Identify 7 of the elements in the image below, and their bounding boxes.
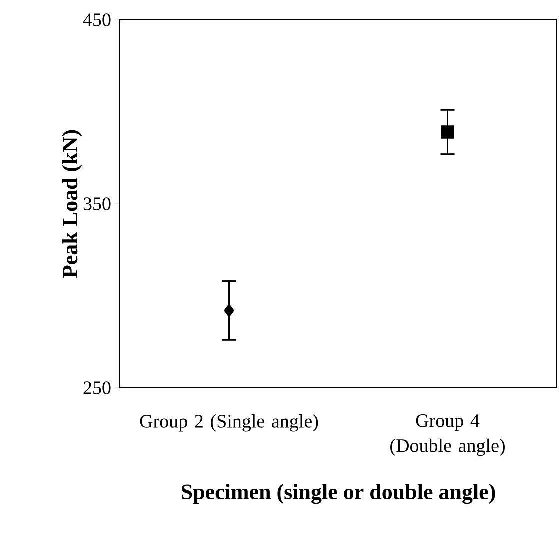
x-axis-title: Specimen (single or double angle) <box>182 484 496 504</box>
x-tick-label: Group 4 (Double angle) <box>390 414 505 456</box>
y-tick-label: 250 <box>84 382 111 394</box>
y-tick-label: 350 <box>84 198 111 210</box>
y-tick-label: 450 <box>83 14 111 26</box>
y-axis-title: Peak Load (kN) <box>62 130 82 278</box>
x-tick-label: Group 2 (Single angle) <box>140 414 318 432</box>
